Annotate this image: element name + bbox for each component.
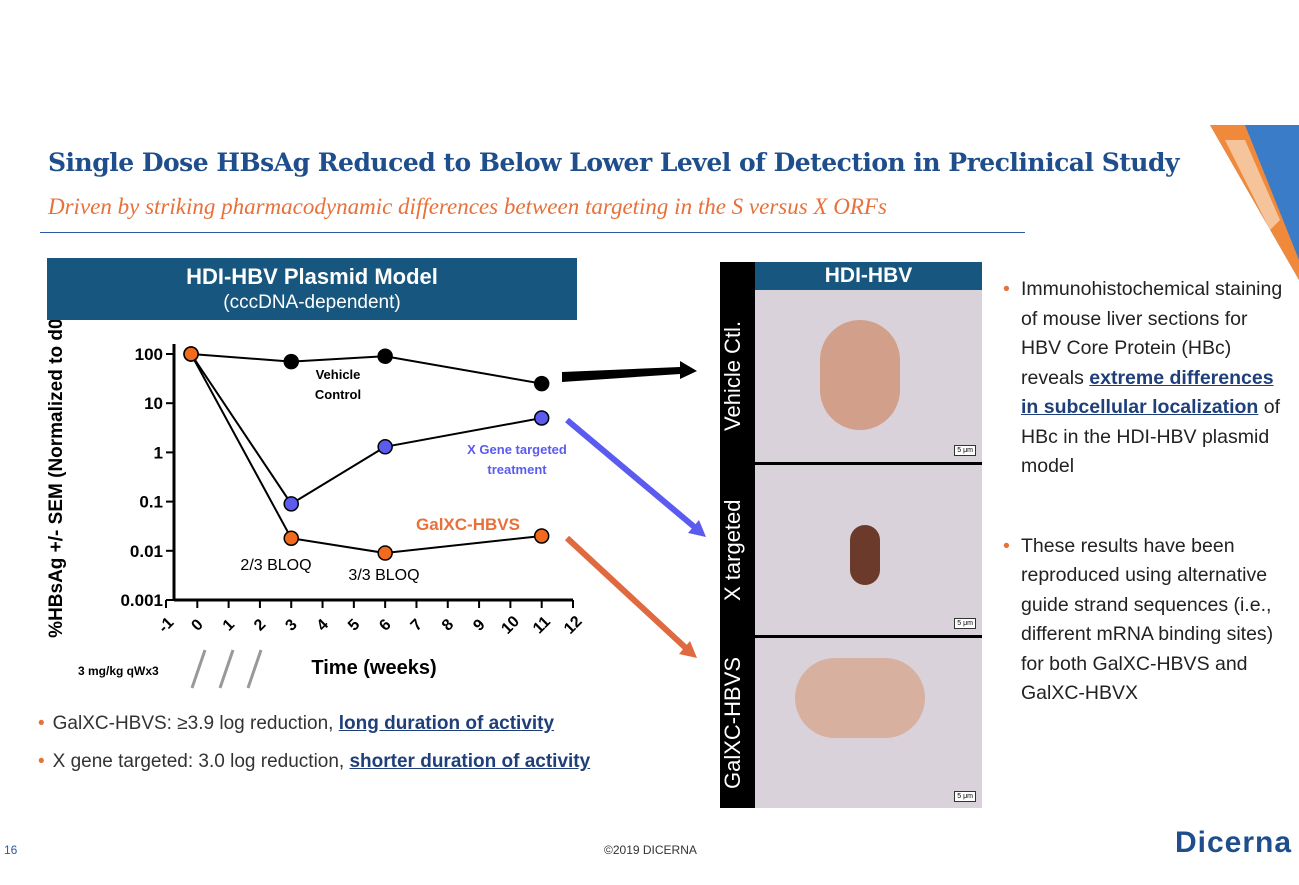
data-point xyxy=(283,353,299,370)
scale-bar-label: 5 μm xyxy=(954,618,976,629)
x-tick-label: 3 xyxy=(282,616,300,634)
y-tick-label: 1 xyxy=(154,443,163,462)
scale-bar-label: 5 μm xyxy=(954,445,976,456)
annotation-control: Control xyxy=(315,387,361,402)
x-tick-label: 1 xyxy=(220,616,238,634)
copyright: ©2019 DICERNA xyxy=(604,843,697,857)
right-bullet-2: • These results have been reproduced usin… xyxy=(1003,534,1274,705)
y-tick-label: 100 xyxy=(135,345,163,364)
x-tick-label: 4 xyxy=(314,616,332,634)
x-tick-label: -1 xyxy=(155,614,177,636)
x-tick-label: 11 xyxy=(530,613,554,637)
chart-subtitle: (cccDNA-dependent) xyxy=(223,292,401,313)
y-axis-label: %HBsAg +/- SEM (Normalized to d0) xyxy=(46,320,67,638)
slide-subtitle: Driven by striking pharmacodynamic diffe… xyxy=(48,194,887,219)
slide-title: Single Dose HBsAg Reduced to Below Lower… xyxy=(48,148,1179,177)
right-bullets: • Immunohistochemical staining of mouse l… xyxy=(1003,275,1288,709)
y-tick-label: 0.01 xyxy=(130,542,163,561)
scale-bar-label: 5 μm xyxy=(954,791,976,802)
data-point xyxy=(533,528,550,544)
ihc-image-x-targeted: 5 μm xyxy=(755,465,982,635)
chart-title: HDI-HBV Plasmid Model xyxy=(186,264,438,289)
y-tick-label: 0.1 xyxy=(139,493,163,512)
data-point xyxy=(533,375,550,392)
series-line xyxy=(190,353,542,506)
x-tick-label: 10 xyxy=(498,613,523,638)
right-bullet-1: • Immunohistochemical staining of mouse l… xyxy=(1003,278,1283,477)
series-line xyxy=(190,353,542,555)
dicerna-logo: Dicerna xyxy=(1175,826,1293,859)
x-tick-label: 6 xyxy=(376,616,394,634)
row-label-x-targeted: X targeted xyxy=(720,499,745,601)
image-panel-header: HDI-HBV xyxy=(755,262,982,290)
y-tick-label: 0.001 xyxy=(120,591,163,610)
data-point xyxy=(283,496,299,512)
annotation-treatment: treatment xyxy=(487,462,547,477)
ihc-image-panel: HDI-HBV 5 μm 5 μm 5 μm Vehicle Ctl. X ta… xyxy=(720,262,982,808)
data-point xyxy=(377,545,393,561)
annotation-bloq-3-3: 3/3 BLOQ xyxy=(348,567,419,584)
title-divider xyxy=(40,232,1025,233)
x-tick-label: 12 xyxy=(561,613,586,638)
data-point xyxy=(283,530,299,546)
corner-decoration xyxy=(1210,125,1299,280)
x-tick-label: 0 xyxy=(189,616,207,634)
row-label-galxc: GalXC-HBVS xyxy=(720,656,745,790)
data-point xyxy=(183,346,199,362)
dosing-label: 3 mg/kg qWx3 xyxy=(78,664,159,678)
y-tick-label: 10 xyxy=(144,394,163,413)
bullet-galxc: • GalXC-HBVS: ≥3.9 log reduction, long du… xyxy=(38,713,555,734)
annotation-bloq-2-3: 2/3 BLOQ xyxy=(240,557,311,574)
ihc-image-vehicle: 5 μm xyxy=(755,290,982,462)
x-tick-label: 2 xyxy=(251,616,269,634)
annotation-vehicle: Vehicle xyxy=(316,367,361,382)
x-tick-label: 5 xyxy=(345,616,363,634)
x-tick-label: 8 xyxy=(439,616,457,634)
x-axis-label: Time (weeks) xyxy=(311,657,436,679)
ihc-image-galxc: 5 μm xyxy=(755,638,982,808)
syringe-icons xyxy=(190,649,263,689)
annotation-galxc: GalXC-HBVS xyxy=(416,515,520,534)
series-line xyxy=(190,353,542,385)
bullet-x-gene: • X gene targeted: 3.0 log reduction, sho… xyxy=(38,751,591,772)
annotation-x-gene: X Gene targeted xyxy=(467,442,567,457)
data-point xyxy=(533,410,550,426)
chart-header: HDI-HBV Plasmid Model (cccDNA-dependent) xyxy=(47,258,577,320)
x-tick-label: 9 xyxy=(470,616,488,634)
x-tick-label: 7 xyxy=(408,616,426,634)
row-label-vehicle: Vehicle Ctl. xyxy=(720,320,745,432)
data-point xyxy=(377,439,393,455)
pointer-arrows xyxy=(562,361,706,658)
page-number: 16 xyxy=(4,843,18,857)
data-point xyxy=(377,348,393,365)
